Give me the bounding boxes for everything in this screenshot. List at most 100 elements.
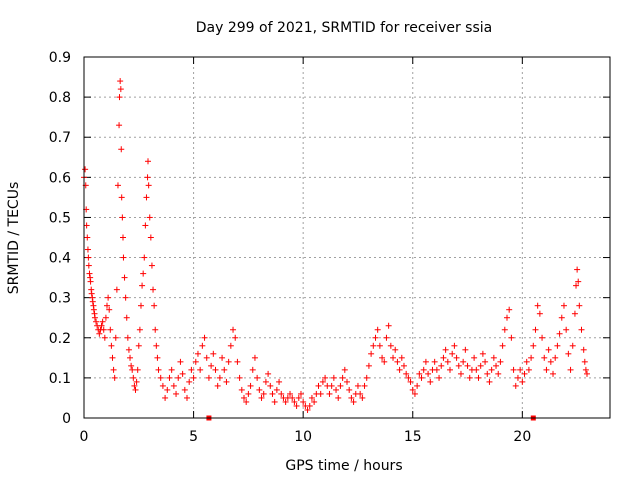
data-point <box>131 382 138 389</box>
data-point <box>125 346 132 353</box>
data-point <box>363 374 370 381</box>
data-point <box>543 366 550 373</box>
data-point <box>243 398 250 405</box>
data-point <box>106 306 113 313</box>
data-point <box>181 386 188 393</box>
data-point <box>348 394 355 401</box>
data-point <box>251 354 258 361</box>
y-tick-label: 0.8 <box>49 90 71 106</box>
data-point <box>240 394 247 401</box>
data-point <box>444 358 451 365</box>
data-point <box>190 374 197 381</box>
data-point <box>258 394 265 401</box>
data-point <box>276 378 283 385</box>
data-point <box>499 342 506 349</box>
data-point <box>89 298 96 305</box>
data-point <box>86 270 93 277</box>
data-point <box>210 350 217 357</box>
data-point <box>260 390 267 397</box>
x-axis-label: GPS time / hours <box>285 458 402 474</box>
data-point <box>525 366 532 373</box>
data-point <box>134 366 141 373</box>
data-point <box>519 378 526 385</box>
data-point <box>501 326 508 333</box>
data-point <box>120 254 127 261</box>
data-point <box>567 366 574 373</box>
data-point <box>117 78 124 85</box>
chart-title: Day 299 of 2021, SRMTID for receiver ssi… <box>196 20 492 36</box>
data-point <box>262 378 269 385</box>
axis-ticks: 0 0.1 0.2 0.3 0.4 0.5 0.6 0.7 0.8 0.9 0 5 10 15 20 <box>49 50 610 445</box>
data-point <box>144 158 151 165</box>
data-point <box>497 358 504 365</box>
y-tick-label: 0.7 <box>49 130 71 146</box>
data-point <box>145 182 152 189</box>
data-point <box>271 398 278 405</box>
data-point <box>488 366 495 373</box>
y-axis-label: SRMTID / TECUs <box>6 182 22 295</box>
data-point <box>232 334 239 341</box>
data-point <box>245 390 252 397</box>
data-point <box>565 350 572 357</box>
data-point <box>372 334 379 341</box>
data-point <box>170 382 177 389</box>
data-point <box>143 194 150 201</box>
data-point <box>205 374 212 381</box>
y-tick-label: 0.9 <box>49 50 71 66</box>
data-point <box>111 374 118 381</box>
data-point <box>374 326 381 333</box>
y-tick-label: 0 <box>62 411 71 427</box>
data-point <box>578 326 585 333</box>
data-point <box>508 334 515 341</box>
data-point <box>528 354 535 361</box>
data-point <box>113 286 120 293</box>
data-point <box>379 354 386 361</box>
data-point <box>129 366 136 373</box>
data-point <box>130 374 137 381</box>
data-point <box>330 374 337 381</box>
data-point <box>164 386 171 393</box>
data-point <box>119 214 126 221</box>
data-point <box>490 354 497 361</box>
data-point <box>90 306 97 313</box>
data-point <box>289 394 296 401</box>
data-point <box>114 182 121 189</box>
data-point <box>477 362 484 369</box>
data-point <box>547 358 554 365</box>
data-point <box>376 342 383 349</box>
data-point <box>132 386 139 393</box>
data-point <box>102 314 109 321</box>
data-point <box>403 370 410 377</box>
data-point <box>510 366 517 373</box>
data-point <box>118 146 125 153</box>
data-point <box>357 390 364 397</box>
data-point <box>124 334 131 341</box>
data-point <box>550 370 557 377</box>
data-point <box>108 342 115 349</box>
data-point <box>109 354 116 361</box>
data-points <box>81 78 590 413</box>
data-point <box>514 374 521 381</box>
data-point <box>101 334 108 341</box>
data-point <box>433 366 440 373</box>
data-point <box>139 282 146 289</box>
data-point <box>381 358 388 365</box>
data-point <box>83 222 90 229</box>
data-point <box>87 278 94 285</box>
data-point <box>133 378 140 385</box>
data-point <box>400 362 407 369</box>
data-point <box>225 358 232 365</box>
data-point <box>168 366 175 373</box>
data-point <box>536 310 543 317</box>
data-point <box>438 362 445 369</box>
data-point <box>563 326 570 333</box>
data-point <box>175 374 182 381</box>
data-point <box>455 362 462 369</box>
data-point <box>479 350 486 357</box>
data-point <box>392 346 399 353</box>
data-point <box>335 394 342 401</box>
data-point <box>460 358 467 365</box>
data-point <box>85 254 92 261</box>
data-point <box>385 322 392 329</box>
